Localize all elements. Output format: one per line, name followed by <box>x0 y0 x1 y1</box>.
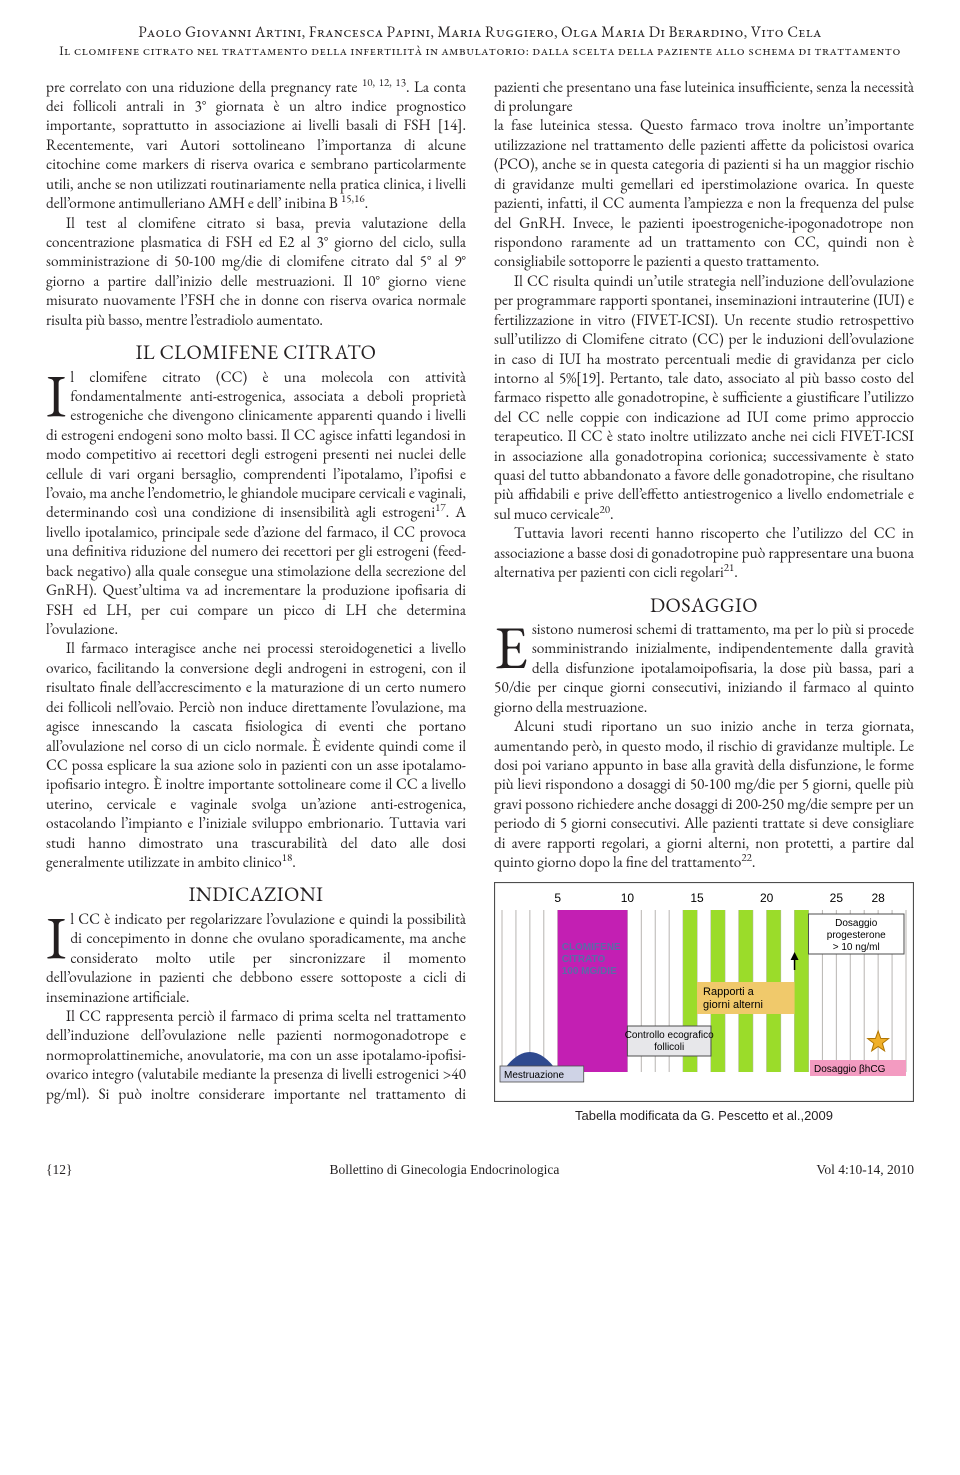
para-11: Alcuni studi riportano un suo inizio anc… <box>494 717 914 872</box>
svg-text:20: 20 <box>760 891 774 905</box>
svg-text:CITRATO: CITRATO <box>562 954 606 965</box>
footer-pageno: 12 <box>46 1162 72 1178</box>
para-9: Tuttavia lavori recenti hanno riscoperto… <box>494 524 914 582</box>
para-2: Il test al clomifene citrato si basa, pr… <box>46 214 466 331</box>
svg-text:follicoli: follicoli <box>654 1042 684 1053</box>
running-authors: Paolo Giovanni Artini, Francesca Papini,… <box>46 24 914 43</box>
treatment-timeline-figure: 5 10 15 20 25 28 CLOMIFENECITRATO100 MG/DIE Rap… <box>494 882 914 1124</box>
svg-text:10: 10 <box>621 891 635 905</box>
svg-text:25: 25 <box>830 891 844 905</box>
body-columns: pre correlato con una riduzione della pr… <box>46 78 914 1125</box>
para-5: Il CC è indicato per regolarizzare l’ovu… <box>46 910 466 1007</box>
footer-volume: Vol 4:10-14, 2010 <box>816 1162 914 1178</box>
para-3: Il clomifene citrato (CC) è una molecola… <box>46 368 466 640</box>
para-7: la fase luteinica stessa. Questo farmaco… <box>494 116 914 271</box>
para-4: Il farmaco interagisce anche nei process… <box>46 639 466 872</box>
svg-text:15: 15 <box>690 891 704 905</box>
section-title-clomifene: IL CLOMIFENE CITRATO <box>46 340 466 365</box>
svg-text:100 MG/DIE: 100 MG/DIE <box>562 966 617 977</box>
para-8: Il CC risulta quindi un’utile strategia … <box>494 272 914 524</box>
para-10: Esistono numerosi schemi di trattamento,… <box>494 620 914 717</box>
svg-text:Dosaggio βhCG: Dosaggio βhCG <box>814 1064 886 1075</box>
treatment-timeline-svg: 5 10 15 20 25 28 CLOMIFENECITRATO100 MG/DIE Rap… <box>494 882 914 1102</box>
svg-text:Mestruazione: Mestruazione <box>504 1070 564 1081</box>
svg-text:5: 5 <box>554 891 561 905</box>
chart-caption: Tabella modificata da G. Pescetto et al.… <box>494 1108 914 1125</box>
section-title-dosaggio: DOSAGGIO <box>494 593 914 618</box>
running-head: Paolo Giovanni Artini, Francesca Papini,… <box>46 24 914 60</box>
page-footer: 12 Bollettino di Ginecologia Endocrinolo… <box>46 1162 914 1178</box>
svg-text:Controllo ecografico: Controllo ecografico <box>625 1030 714 1041</box>
svg-text:28: 28 <box>871 891 885 905</box>
svg-text:giorni alterni: giorni alterni <box>703 999 763 1011</box>
svg-text:> 10 ng/ml: > 10 ng/ml <box>833 942 880 953</box>
svg-text:CLOMIFENE: CLOMIFENE <box>562 942 621 953</box>
para-1: pre correlato con una riduzione della pr… <box>46 78 466 214</box>
section-title-indicazioni: INDICAZIONI <box>46 882 466 907</box>
footer-journal: Bollettino di Ginecologia Endocrinologic… <box>330 1162 560 1178</box>
svg-text:Dosaggio: Dosaggio <box>835 918 878 929</box>
running-subtitle: Il clomifene citrato nel trattamento del… <box>46 43 914 60</box>
svg-text:Rapporti a: Rapporti a <box>703 986 755 998</box>
svg-text:progesterone: progesterone <box>827 930 886 941</box>
